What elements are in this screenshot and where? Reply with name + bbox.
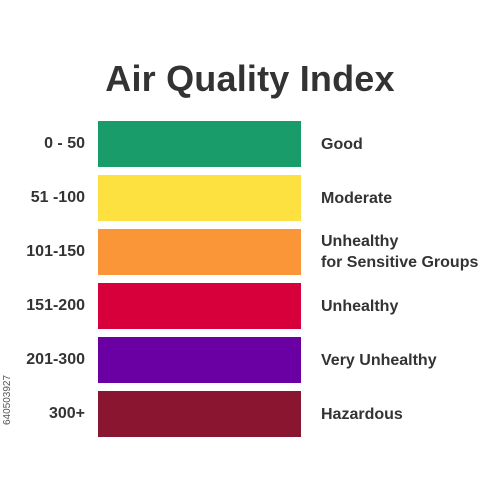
aqi-label-line: Moderate — [321, 189, 393, 207]
aqi-color-bar — [98, 337, 301, 383]
aqi-color-bar — [98, 121, 301, 167]
aqi-row-good: 0 - 50 Good — [0, 121, 500, 167]
aqi-label-line: Very Unhealthy — [321, 351, 437, 369]
aqi-color-bar — [98, 283, 301, 329]
aqi-label-line: Good — [321, 135, 363, 153]
aqi-label: Very Unhealthy — [321, 337, 496, 383]
stock-id-watermark: 640503927 — [2, 374, 13, 425]
aqi-row-unhealthy: 151-200 Unhealthy — [0, 283, 500, 329]
aqi-range: 51 -100 — [30, 189, 85, 206]
aqi-label: Hazardous — [321, 391, 496, 437]
aqi-label-line: Unhealthy — [321, 297, 399, 315]
aqi-range: 101-150 — [26, 243, 85, 260]
aqi-range: 201-300 — [26, 351, 85, 368]
diagram-title: Air Quality Index — [105, 58, 395, 99]
aqi-label: Good — [321, 121, 496, 167]
aqi-color-bar — [98, 175, 301, 221]
aqi-label: Moderate — [321, 175, 496, 221]
aqi-label-line: Unhealthy — [321, 233, 399, 250]
aqi-range: 151-200 — [26, 297, 85, 314]
aqi-label-line-2: for Sensitive Groups — [321, 254, 479, 271]
aqi-row-moderate: 51 -100 Moderate — [0, 175, 500, 221]
aqi-row-very-unhealthy: 201-300 Very Unhealthy — [0, 337, 500, 383]
aqi-range: 300+ — [48, 405, 85, 422]
aqi-label: Unhealthy for Sensitive Groups — [321, 229, 496, 275]
aqi-row-hazardous: 300+ Hazardous — [0, 391, 500, 437]
aqi-label: Unhealthy — [321, 283, 496, 329]
aqi-color-bar — [98, 229, 301, 275]
aqi-row-unhealthy-sensitive: 101-150 Unhealthy for Sensitive Groups — [0, 229, 500, 275]
aqi-color-bar — [98, 391, 301, 437]
aqi-range: 0 - 50 — [44, 135, 85, 152]
aqi-label-line: Hazardous — [321, 405, 403, 423]
